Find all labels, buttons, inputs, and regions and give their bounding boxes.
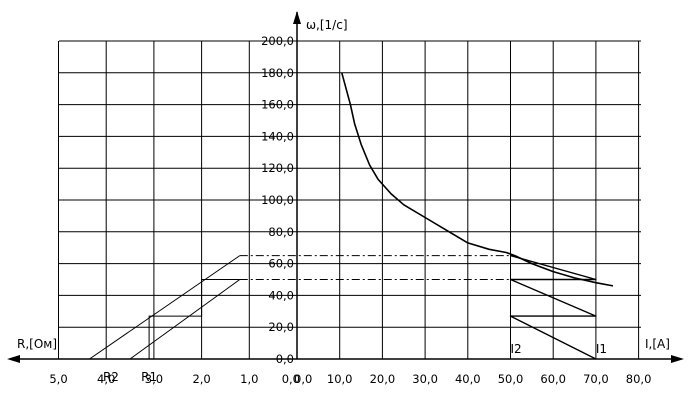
x-tick-label-right: 10,0 xyxy=(327,372,353,386)
x-tick-label-left: 0,0 xyxy=(282,372,300,386)
y-tick-label: 40,0 xyxy=(268,288,294,302)
y-tick-label: 120,0 xyxy=(261,161,294,175)
marker-i2: I2 xyxy=(511,342,522,356)
y-tick-label: 80,0 xyxy=(268,225,294,239)
y-tick-label: 0,0 xyxy=(276,352,294,366)
axes xyxy=(7,11,684,363)
x-tick-label-right: 0,0 xyxy=(294,372,312,386)
x-tick-label-left: 1,0 xyxy=(240,372,258,386)
x-tick-label-right: 70,0 xyxy=(583,372,609,386)
y-tick-label: 200,0 xyxy=(261,34,294,48)
grid xyxy=(58,40,641,359)
y-axis-arrow xyxy=(293,11,301,24)
x-axis-label-right: I,[A] xyxy=(645,337,670,351)
x-tick-label-right: 50,0 xyxy=(498,372,524,386)
resistance-line xyxy=(89,255,241,360)
x-tick-label-right: 40,0 xyxy=(455,372,481,386)
marker-i1: I1 xyxy=(596,342,607,356)
switching-path xyxy=(509,254,597,360)
x-axis-arrow-left xyxy=(7,355,20,363)
characteristic-curve xyxy=(341,72,614,287)
marker-r2: R2 xyxy=(103,370,119,384)
y-axis-label: ω,[1/c] xyxy=(306,18,348,32)
y-tick-label: 160,0 xyxy=(261,98,294,112)
y-tick-label: 60,0 xyxy=(268,257,294,271)
right-panel xyxy=(239,72,614,360)
y-tick-label: 20,0 xyxy=(268,320,294,334)
x-axis-label-left: R,[Ом] xyxy=(17,337,57,351)
resistance-line xyxy=(129,279,241,360)
x-tick-label-right: 30,0 xyxy=(412,372,438,386)
x-tick-label-right: 60,0 xyxy=(540,372,566,386)
resistance-step xyxy=(148,279,240,359)
x-tick-label-left: 2,0 xyxy=(192,372,210,386)
y-tick-label: 180,0 xyxy=(261,66,294,80)
marker-r1: R1 xyxy=(141,370,157,384)
y-tick-label: 100,0 xyxy=(261,193,294,207)
left-panel xyxy=(89,255,241,360)
x-tick-label-right: 20,0 xyxy=(370,372,396,386)
labels: 0,0 20,0 40,0 60,0 80,0 100,0 120,0 140,0 160,0 1… xyxy=(17,18,670,386)
x-axis-arrow-right xyxy=(671,355,684,363)
x-tick-label-left: 4,0 xyxy=(97,372,115,386)
x-tick-label-left: 5,0 xyxy=(49,372,67,386)
x-tick-label-left: 3,0 xyxy=(145,372,163,386)
y-tick-label: 140,0 xyxy=(261,129,294,143)
x-tick-label-right: 80,0 xyxy=(626,372,652,386)
